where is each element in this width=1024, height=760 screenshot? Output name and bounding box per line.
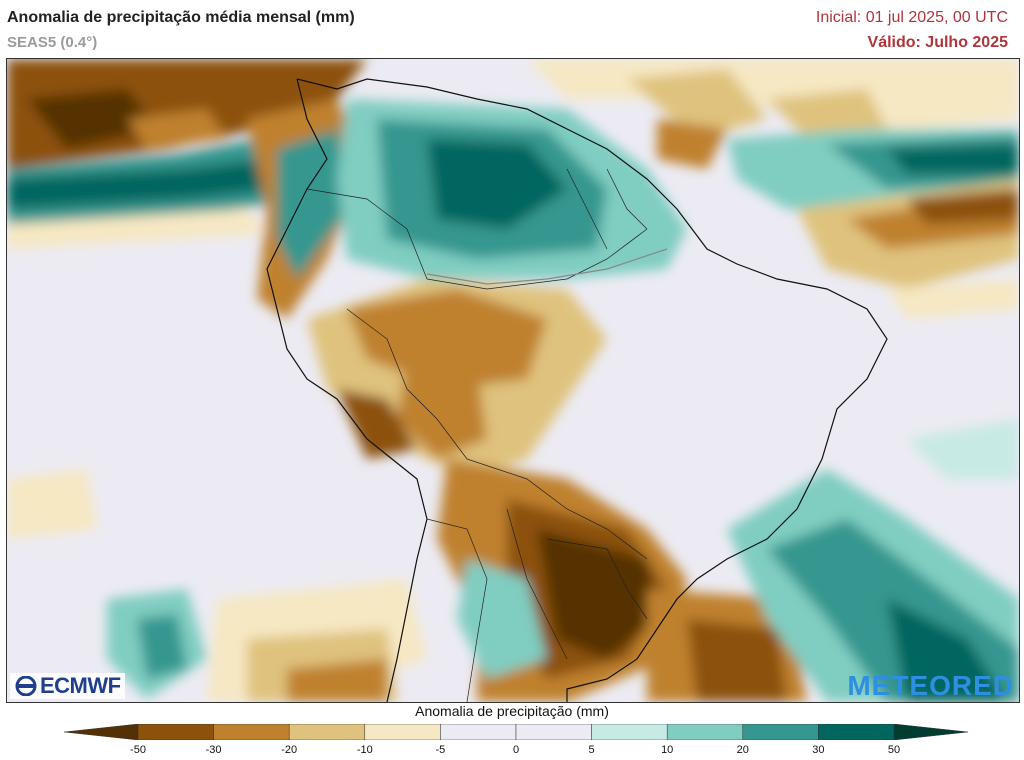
colorbar-tick-label: -20 (281, 744, 298, 756)
valid-period: Válido: Julho 2025 (867, 34, 1008, 51)
colorbar-bin-min (63, 723, 139, 741)
colorbar-tick-label: 20 (736, 744, 749, 756)
colorbar-tick-label: -50 (130, 744, 146, 756)
colorbar-tick-label: 30 (812, 744, 825, 756)
country-borders (306, 168, 648, 702)
colorbar-bin (742, 723, 819, 741)
colorbar-bin (818, 723, 895, 741)
colorbar-tick-label: 10 (661, 744, 674, 756)
colorbar (63, 723, 969, 745)
ecmwf-mark-icon (14, 675, 38, 697)
meteored-logo: METEORED (847, 670, 1014, 701)
colorbar-bin (440, 723, 517, 741)
colorbar-title: Anomalia de precipitação (mm) (415, 703, 609, 719)
precipitation-anomaly-map (6, 58, 1020, 703)
colorbar-bin (213, 723, 290, 741)
ecmwf-logo: ECMWF (10, 673, 125, 699)
model-label: SEAS5 (0.4°) (7, 34, 98, 51)
colorbar-tick-label: 0 (512, 744, 520, 756)
initial-time: Inicial: 01 jul 2025, 00 UTC (815, 9, 1008, 26)
colorbar-tick-labels: -50 -30 -20 -10 -5 0 5 10 20 30 50 (0, 744, 1024, 758)
ecmwf-logo-text: ECMWF (40, 673, 121, 698)
colorbar-bin (666, 723, 744, 741)
colorbar-bin-max (893, 723, 969, 741)
chart-title: Anomalia de precipitação média mensal (m… (7, 9, 355, 26)
colorbar-bin (591, 723, 668, 741)
colorbar-tick-label: 50 (887, 744, 901, 756)
south-america-coastline (266, 78, 888, 702)
colorbar-bin (364, 723, 441, 741)
colorbar-tick-label: -10 (356, 744, 373, 756)
colorbar-tick-label: -30 (205, 744, 222, 756)
colorbar-bin (288, 723, 366, 741)
colorbar-bin (137, 723, 214, 741)
amazon-river (426, 248, 668, 285)
colorbar-tick-label: -5 (435, 744, 446, 756)
colorbar-tick-label: 5 (588, 744, 595, 756)
colorbar-bin (515, 723, 592, 741)
